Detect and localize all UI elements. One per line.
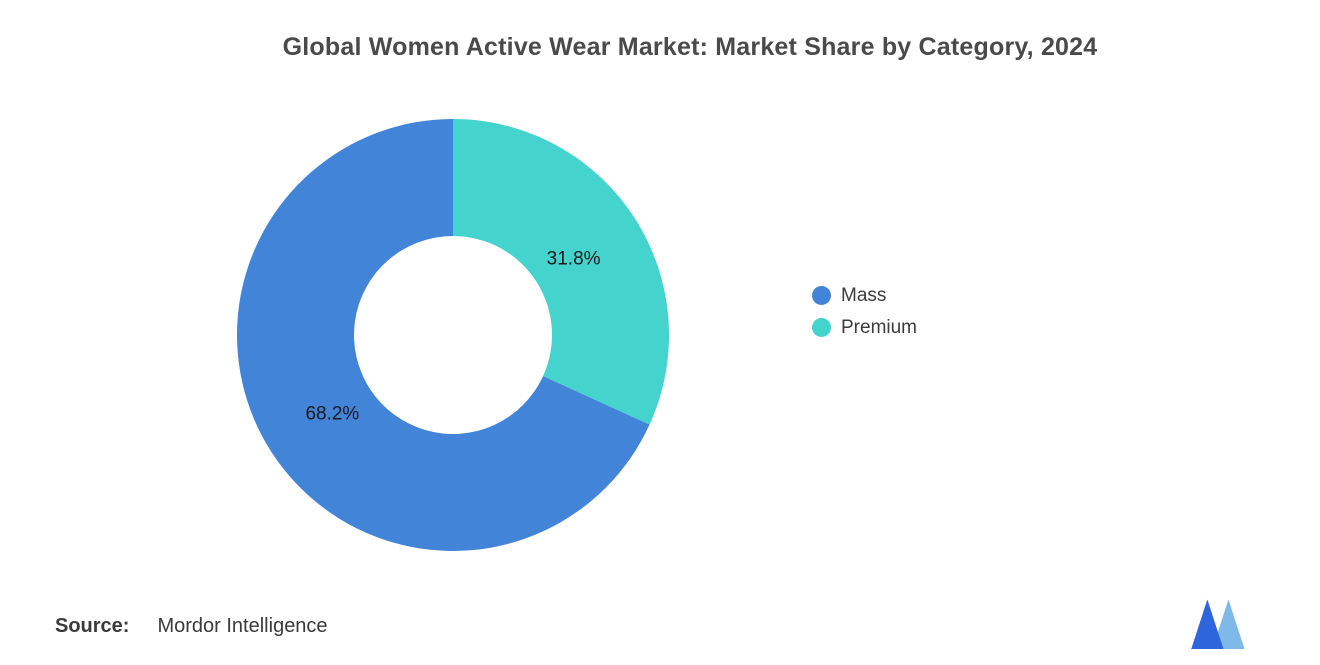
logo-left-peak [1191,599,1224,650]
legend-marker-mass [812,286,831,305]
source-value: Mordor Intelligence [157,615,328,637]
donut-slice-mass[interactable] [236,119,650,551]
slice-labels: 68.2% 31.8% [305,248,600,424]
legend-item-premium[interactable]: Premium [812,318,917,337]
donut-slices [236,119,669,551]
slice-value-label-premium: 31.8% [547,248,601,269]
donut-slice-premium[interactable] [453,119,669,425]
logo-right-peak [1212,599,1245,650]
source-label: Source: [55,615,130,637]
chart-title: Global Women Active Wear Market: Market … [282,33,1098,61]
legend-marker-premium [812,318,831,337]
slice-value-label-mass: 68.2% [305,404,359,425]
mordor-intelligence-logo [1190,596,1252,650]
legend-item-mass[interactable]: Mass [812,286,917,305]
legend-label-mass: Mass [841,285,887,306]
legend: Mass Premium [812,286,917,337]
source-line: Source: Mordor Intelligence [55,615,328,638]
legend-label-premium: Premium [841,317,918,338]
